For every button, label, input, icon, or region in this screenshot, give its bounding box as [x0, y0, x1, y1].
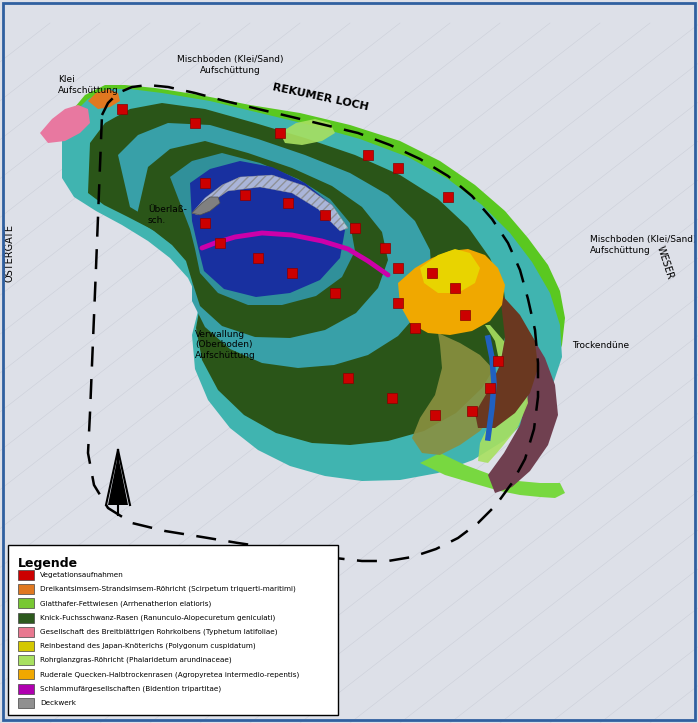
- Polygon shape: [170, 153, 355, 305]
- Bar: [393, 163, 403, 173]
- Bar: [190, 118, 200, 128]
- Bar: [427, 268, 437, 278]
- Bar: [18, 627, 34, 637]
- Bar: [283, 198, 293, 208]
- Text: Dreikantsimsem-Strandsimsem-Röhricht (Scirpetum triquerti-maritimi): Dreikantsimsem-Strandsimsem-Röhricht (Sc…: [40, 586, 296, 592]
- Bar: [18, 698, 34, 708]
- Polygon shape: [108, 455, 128, 505]
- Bar: [430, 410, 440, 420]
- Text: REKUMER LOCH: REKUMER LOCH: [271, 82, 369, 112]
- Text: Deckwerk: Deckwerk: [40, 700, 76, 706]
- Polygon shape: [192, 197, 220, 215]
- Bar: [215, 238, 225, 248]
- Polygon shape: [398, 249, 505, 335]
- Text: WESER: WESER: [655, 245, 675, 281]
- Bar: [18, 584, 34, 594]
- Bar: [380, 243, 390, 253]
- Text: Verwallung
(Oberboden)
Aufschüttung: Verwallung (Oberboden) Aufschüttung: [195, 330, 255, 360]
- Polygon shape: [420, 249, 480, 293]
- Text: OSTERGATE: OSTERGATE: [5, 224, 15, 282]
- Bar: [343, 373, 353, 383]
- Polygon shape: [280, 119, 335, 145]
- Bar: [485, 383, 495, 393]
- Bar: [320, 210, 330, 220]
- Polygon shape: [488, 333, 558, 493]
- Text: Knick-Fuchsschwanz-Rasen (Ranunculo-Alopecuretum geniculati): Knick-Fuchsschwanz-Rasen (Ranunculo-Alop…: [40, 615, 275, 621]
- Bar: [330, 288, 340, 298]
- Text: Mischboden (Klei/Sand)
Aufschüttung: Mischboden (Klei/Sand) Aufschüttung: [177, 55, 283, 74]
- Text: Trockendüne: Trockendüne: [572, 341, 629, 349]
- Bar: [200, 218, 210, 228]
- Bar: [387, 393, 397, 403]
- Polygon shape: [475, 293, 538, 428]
- Bar: [467, 406, 477, 416]
- Bar: [18, 599, 34, 608]
- Bar: [493, 356, 503, 366]
- Polygon shape: [118, 123, 432, 368]
- Bar: [18, 641, 34, 651]
- Text: Gesellschaft des Breitblättrigen Rohrkolbens (Typhetum latifoliae): Gesellschaft des Breitblättrigen Rohrkol…: [40, 628, 278, 635]
- Text: Vegetationsaufnahmen: Vegetationsaufnahmen: [40, 572, 124, 578]
- Bar: [363, 150, 373, 160]
- Bar: [443, 192, 453, 202]
- Text: Reinbestand des Japan-Knöterichs (Polygonum cuspidatum): Reinbestand des Japan-Knöterichs (Polygo…: [40, 643, 255, 649]
- Bar: [393, 263, 403, 273]
- Polygon shape: [40, 105, 90, 143]
- Bar: [350, 223, 360, 233]
- Bar: [393, 298, 403, 308]
- Text: Mischboden (Klei/Sand)
Aufschüttung: Mischboden (Klei/Sand) Aufschüttung: [590, 235, 697, 254]
- Bar: [200, 178, 210, 188]
- Polygon shape: [136, 141, 388, 338]
- Polygon shape: [420, 453, 565, 498]
- Polygon shape: [88, 103, 508, 445]
- Text: Ruderale Quecken-Halbtrockenrasen (Agropyretea intermedio-repentis): Ruderale Quecken-Halbtrockenrasen (Agrop…: [40, 671, 299, 677]
- Bar: [18, 612, 34, 623]
- Bar: [18, 655, 34, 665]
- Polygon shape: [88, 89, 120, 109]
- Text: Rohrglanzgras-Röhricht (Phalaridetum arundinaceae): Rohrglanzgras-Röhricht (Phalaridetum aru…: [40, 657, 232, 664]
- Bar: [18, 570, 34, 580]
- Bar: [117, 104, 127, 114]
- Polygon shape: [190, 161, 345, 297]
- Text: Glatthafer-Fettwiesen (Arrhenatherion elatioris): Glatthafer-Fettwiesen (Arrhenatherion el…: [40, 600, 211, 607]
- Bar: [275, 128, 285, 138]
- Bar: [450, 283, 460, 293]
- Polygon shape: [412, 333, 500, 455]
- Bar: [410, 323, 420, 333]
- Text: Legende: Legende: [18, 557, 78, 570]
- Bar: [8, 545, 338, 715]
- Text: Klei
Aufschüttung: Klei Aufschüttung: [58, 75, 119, 95]
- Bar: [253, 253, 263, 263]
- Polygon shape: [478, 325, 528, 463]
- Text: Schlammufärgesellschaften (Bidention tripartitae): Schlammufärgesellschaften (Bidention tri…: [40, 685, 221, 692]
- Polygon shape: [192, 175, 348, 231]
- Text: Überlaß-
sch.: Überlaß- sch.: [148, 205, 187, 225]
- Bar: [460, 310, 470, 320]
- Polygon shape: [62, 89, 562, 481]
- Bar: [287, 268, 297, 278]
- Bar: [240, 190, 250, 200]
- Bar: [18, 669, 34, 680]
- Bar: [18, 684, 34, 693]
- Polygon shape: [60, 85, 565, 455]
